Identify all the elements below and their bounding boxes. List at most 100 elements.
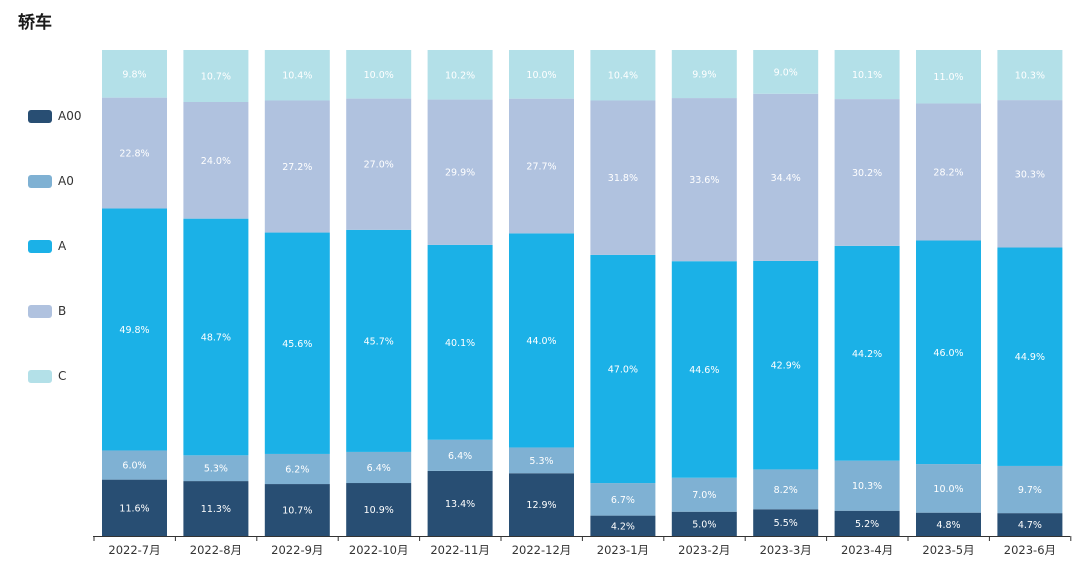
data-label: 5.5%	[774, 518, 798, 529]
legend-label: B	[58, 304, 67, 318]
data-label: 10.2%	[445, 70, 475, 81]
bar-segment-a0	[102, 450, 167, 480]
bar-segment-a00	[753, 509, 819, 536]
bar-segment-b	[264, 100, 330, 233]
data-label: 10.9%	[364, 505, 394, 516]
bar-group: 4.7% 9.7% 44.9% 30.3% 10.3%	[997, 50, 1063, 536]
data-label: 49.8%	[119, 325, 149, 336]
bar-segment-a0	[753, 469, 819, 510]
bar-segment-c	[509, 50, 574, 99]
data-label: 44.6%	[689, 365, 719, 376]
data-label: 27.2%	[282, 162, 312, 173]
legend-swatch	[28, 240, 52, 253]
data-label: 10.7%	[282, 506, 312, 517]
data-label: 24.0%	[201, 156, 231, 167]
data-label: 11.3%	[201, 504, 231, 515]
x-tick-label: 2022-10月	[349, 543, 409, 557]
data-label: 9.0%	[774, 67, 798, 78]
bar-group: 12.9% 5.3% 44.0% 27.7% 10.0%	[509, 50, 574, 536]
x-tick-label: 2023-2月	[678, 543, 730, 557]
data-label: 10.0%	[526, 70, 556, 81]
data-label: 13.4%	[445, 499, 475, 510]
bar-segment-a	[753, 260, 819, 470]
x-tick-label: 2023-4月	[841, 543, 893, 557]
bar-segment-c	[183, 50, 249, 103]
bar-group: 13.4% 6.4% 40.1% 29.9% 10.2%	[427, 50, 493, 536]
data-label: 44.2%	[852, 349, 882, 360]
bar-segment-b	[509, 98, 574, 234]
data-label: 30.2%	[852, 168, 882, 179]
bar-group: 5.5% 8.2% 42.9% 34.4% 9.0%	[753, 50, 819, 536]
data-label: 27.0%	[364, 160, 394, 171]
bar-segment-c	[997, 50, 1063, 101]
legend-label: A0	[58, 174, 74, 188]
bar-group: 11.6% 6.0% 49.8% 22.8% 9.8%	[102, 50, 167, 536]
bar-segment-a	[509, 233, 574, 448]
data-label: 6.2%	[285, 464, 309, 475]
x-tick-label: 2023-1月	[597, 543, 649, 557]
bar-segment-a	[183, 218, 249, 456]
data-label: 11.0%	[933, 72, 963, 83]
bar-segment-a	[834, 245, 900, 461]
data-label: 11.6%	[119, 503, 149, 514]
data-label: 47.0%	[608, 364, 638, 375]
bar-segment-a	[264, 232, 330, 454]
bar-segment-a00	[346, 483, 412, 536]
bar-segment-a	[102, 208, 167, 451]
bar-segment-a00	[834, 510, 900, 536]
data-label: 9.7%	[1018, 485, 1042, 496]
data-label: 10.3%	[852, 481, 882, 492]
x-tick-label: 2022-11月	[430, 543, 490, 557]
data-label: 22.8%	[119, 149, 149, 160]
bar-segment-c	[346, 50, 412, 99]
data-label: 4.2%	[611, 521, 635, 532]
bar-segment-b	[427, 99, 493, 245]
legend-swatch	[28, 110, 52, 123]
data-label: 45.7%	[364, 336, 394, 347]
bar-group: 5.2% 10.3% 44.2% 30.2% 10.1%	[834, 50, 900, 536]
data-label: 5.3%	[529, 456, 553, 467]
legend-label: C	[58, 369, 67, 383]
bar-segment-a0	[671, 477, 737, 512]
bar-segment-c	[264, 50, 330, 101]
bar-group: 10.7% 6.2% 45.6% 27.2% 10.4%	[264, 50, 330, 536]
bar-segment-a0	[916, 464, 981, 513]
data-label: 5.2%	[855, 519, 879, 530]
data-label: 48.7%	[201, 332, 231, 343]
data-label: 27.7%	[526, 162, 556, 173]
data-label: 7.0%	[692, 490, 716, 501]
bar-segment-a0	[346, 451, 412, 484]
x-tick-label: 2022-9月	[271, 543, 323, 557]
data-label: 10.7%	[201, 72, 231, 83]
bar-segment-a00	[916, 512, 981, 536]
bar-group: 4.8% 10.0% 46.0% 28.2% 11.0%	[916, 50, 981, 536]
legend-label: A00	[58, 109, 82, 123]
bar-group: 5.0% 7.0% 44.6% 33.6% 9.9%	[671, 50, 737, 536]
data-label: 12.9%	[526, 500, 556, 511]
bar-segment-a00	[590, 515, 656, 536]
bar-segment-b	[183, 102, 249, 219]
bar-segment-c	[671, 50, 737, 99]
legend-swatch	[28, 175, 52, 188]
data-label: 4.7%	[1018, 520, 1042, 531]
bar-segment-b	[916, 103, 981, 241]
bar-segment-a0	[427, 439, 493, 471]
data-label: 10.0%	[364, 70, 394, 81]
bar-segment-a	[671, 261, 737, 478]
data-label: 31.8%	[608, 173, 638, 184]
chart-title: 轿车	[18, 13, 52, 33]
bar-segment-b	[671, 98, 737, 262]
x-tick-label: 2022-12月	[512, 543, 572, 557]
data-label: 10.4%	[282, 71, 312, 82]
bar-segment-b	[102, 97, 167, 209]
data-label: 6.0%	[122, 461, 146, 472]
bar-segment-a	[427, 244, 493, 440]
bar-segment-a0	[183, 455, 249, 482]
data-label: 29.9%	[445, 168, 475, 179]
data-label: 10.0%	[933, 484, 963, 495]
data-label: 5.0%	[692, 519, 716, 530]
bar-segment-a	[590, 254, 656, 484]
bar-segment-b	[590, 100, 656, 255]
data-label: 30.3%	[1015, 169, 1045, 180]
legend-swatch	[28, 370, 52, 383]
